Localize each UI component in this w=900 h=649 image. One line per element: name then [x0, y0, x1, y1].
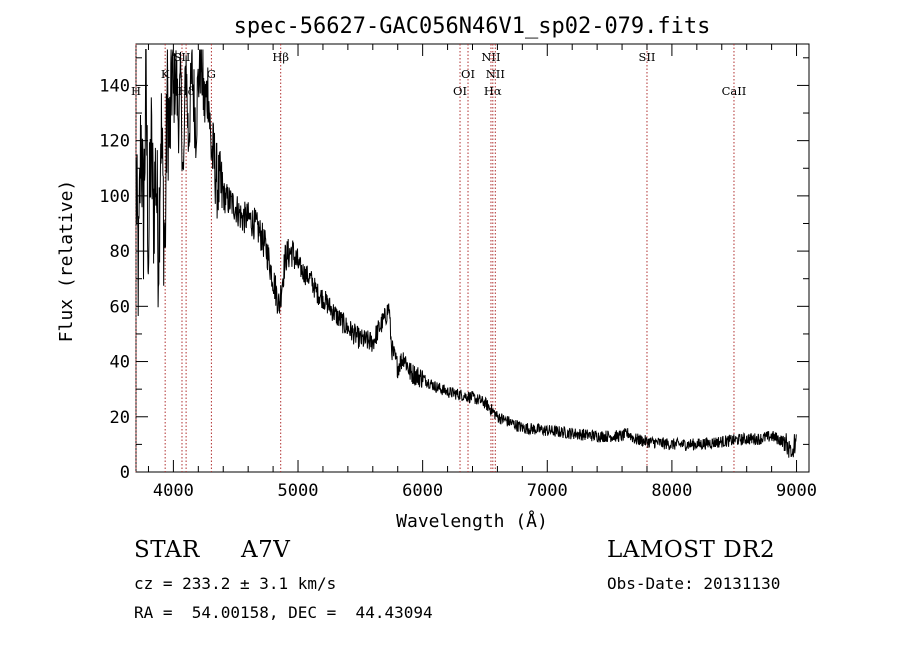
x-tick-label: 5000: [278, 481, 319, 501]
spectral-line-label: K: [161, 67, 170, 81]
x-tick-label: 7000: [527, 481, 568, 501]
spectral-line-label: G: [207, 67, 216, 81]
spectral-line-label: NII: [481, 50, 500, 64]
chart-title: spec-56627-GAC056N46V1_sp02-079.fits: [234, 14, 711, 39]
spectral-line-label: SII: [638, 50, 655, 64]
spectral-line-label: Hα: [484, 84, 502, 98]
y-tick-label: 0: [120, 463, 130, 483]
y-tick-label: 60: [110, 297, 130, 317]
spectral-line-label: OI: [461, 67, 475, 81]
y-tick-label: 80: [110, 242, 130, 262]
y-tick-label: 140: [99, 76, 130, 96]
axis-ticks: 4000 5000 6000 7000 8000 9000 0 20 40 60 80 100 120 1…: [99, 44, 817, 501]
obs-date: Obs-Date: 20131130: [607, 574, 781, 593]
spectral-line-label: H: [131, 84, 141, 98]
x-axis-label: Wavelength (Å): [396, 510, 548, 532]
y-tick-label: 40: [110, 353, 130, 373]
x-tick-label: 8000: [651, 481, 692, 501]
spectral-line-label: Hβ: [272, 50, 289, 64]
y-tick-label: 20: [110, 408, 130, 428]
spectral-line-label: CaII: [722, 84, 747, 98]
y-axis-label: Flux (relative): [56, 180, 77, 343]
plot-frame: [135, 43, 810, 473]
spectral-line-label: NII: [486, 67, 505, 81]
spectral-line-label: OI: [453, 84, 467, 98]
x-tick-label: 9000: [776, 481, 817, 501]
object-class: STAR: [134, 537, 200, 563]
spectrum-series-line: [135, 49, 797, 458]
survey-name: LAMOST DR2: [607, 537, 776, 563]
redshift-readout: cz = 233.2 ± 3.1 km/s: [134, 574, 337, 593]
x-tick-label: 6000: [402, 481, 443, 501]
coordinates: RA = 54.00158, DEC = 44.43094: [134, 603, 433, 622]
x-tick-label: 4000: [153, 481, 194, 501]
object-subclass: A7V: [241, 537, 291, 563]
y-tick-label: 120: [99, 132, 130, 152]
y-tick-label: 100: [99, 187, 130, 207]
